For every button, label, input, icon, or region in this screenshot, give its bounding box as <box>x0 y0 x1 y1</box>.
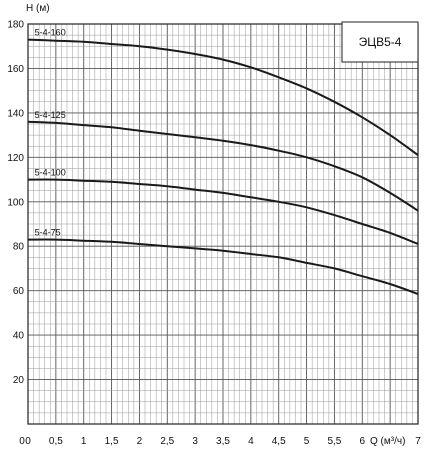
x-tick-label: 7 <box>415 436 421 447</box>
y-tick-label: 140 <box>7 108 24 119</box>
x-tick-label: 0,5 <box>49 436 63 447</box>
series-lines <box>27 38 419 295</box>
x-tick-label: 2,5 <box>160 436 174 447</box>
series-label: 5-4-75 <box>35 228 61 238</box>
y-tick-label: 60 <box>13 286 25 297</box>
y-axis-label: H (м) <box>26 3 50 14</box>
y-tick-label: 160 <box>7 64 24 75</box>
y-tick-label: 120 <box>7 153 24 164</box>
x-tick-label: 4 <box>248 436 254 447</box>
x-tick-label: 1 <box>81 436 87 447</box>
x-tick-label: 0 <box>25 436 31 447</box>
x-tick-label: 2 <box>137 436 143 447</box>
y-tick-label: 100 <box>7 197 24 208</box>
x-tick-label: 5,5 <box>327 436 341 447</box>
plot-frame <box>27 23 419 425</box>
x-tick-label: 5 <box>304 436 310 447</box>
series-line-5-4-125 <box>27 120 419 212</box>
x-tick-label: 4,5 <box>272 436 286 447</box>
axes <box>27 23 419 425</box>
x-tick-label: 3 <box>192 436 198 447</box>
series-line-5-4-160 <box>27 38 419 156</box>
labels: 0 0,5 1 1,5 2 2,5 3 3,5 4 4,5 5 5,5 6 7 20 40 60 80 100 120… <box>7 20 421 448</box>
series-line-5-4-100 <box>27 178 419 245</box>
origin-label: 0 <box>19 436 25 447</box>
y-tick-label: 20 <box>13 375 25 386</box>
chart-title: ЭЦВ5-4 <box>359 35 402 49</box>
y-tick-label: 180 <box>7 20 24 31</box>
series-label: 5-4-125 <box>35 110 66 120</box>
x-tick-label: 3,5 <box>216 436 230 447</box>
y-tick-label: 40 <box>13 331 25 342</box>
y-tick-label: 80 <box>13 242 25 253</box>
series-label: 5-4-160 <box>35 28 66 38</box>
title-box <box>341 21 419 63</box>
grid <box>27 23 419 425</box>
x-tick-label: 1,5 <box>105 436 119 447</box>
x-tick-label: 6 <box>360 436 366 447</box>
x-axis-label: Q (м³/ч) <box>370 436 405 447</box>
series-label: 5-4-100 <box>35 168 66 178</box>
series-line-5-4-75 <box>27 238 419 295</box>
